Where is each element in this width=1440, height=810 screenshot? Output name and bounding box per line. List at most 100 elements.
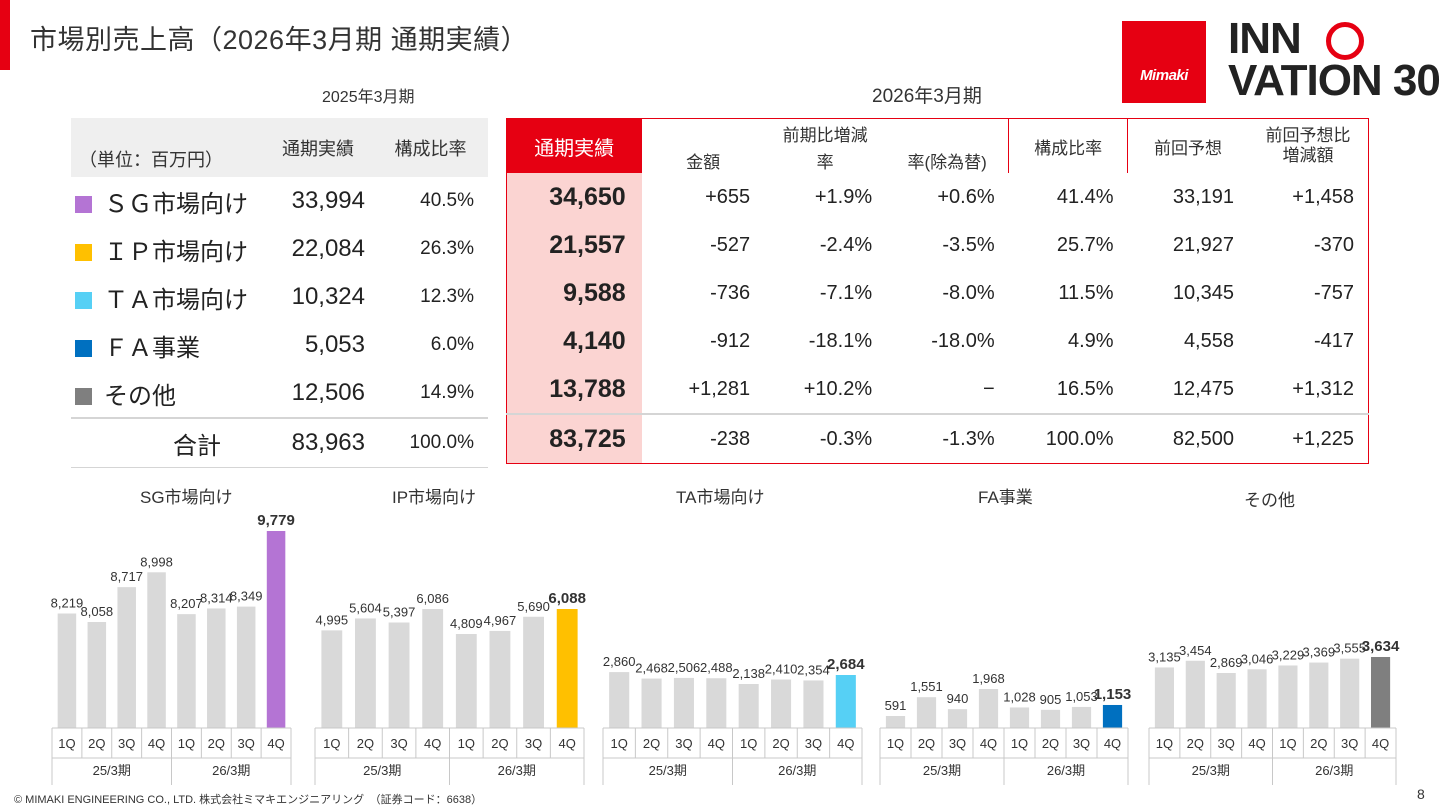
- data-label: 940: [947, 691, 969, 706]
- tick-label: 3Q: [805, 736, 822, 751]
- table-row: 9,588 -736 -7.1% -8.0% 11.5% 10,345 -757: [506, 269, 1369, 317]
- data-label: 3,229: [1272, 647, 1305, 662]
- data-label: 3,634: [1362, 638, 1400, 655]
- bar: [236, 606, 256, 728]
- bar: [706, 678, 727, 728]
- data-label: 4,809: [450, 616, 483, 631]
- page-title: 市場別売上高（2026年3月期 通期実績）: [30, 25, 529, 55]
- chart-title-other: その他: [1244, 491, 1295, 510]
- tick-label: 3Q: [238, 736, 255, 751]
- data-label: 8,207: [170, 596, 203, 611]
- col-ratio: 構成比率: [1008, 118, 1128, 173]
- data-label: 8,717: [110, 569, 143, 584]
- bar: [1154, 667, 1175, 728]
- col-yoy-group: 前期比増減: [641, 118, 1009, 147]
- tick-label: 1Q: [887, 736, 904, 751]
- current-year-table: 通期実績 前期比増減 構成比率 前回予想 前回予想比 増減額 金額 率 率(除為替…: [506, 118, 1369, 464]
- bar: [1340, 658, 1360, 728]
- table-row: ＴＡ市場向け 10,324 12.3%: [71, 273, 488, 321]
- data-label: 2,869: [1210, 655, 1243, 670]
- bar: [57, 613, 77, 728]
- mimaki-logo: Mimaki: [1122, 21, 1206, 103]
- tick-label: 3Q: [1218, 736, 1235, 751]
- bar: [177, 614, 196, 728]
- group-label: 25/3期: [93, 763, 131, 778]
- bar: [1009, 707, 1030, 728]
- bar: [321, 630, 343, 728]
- tick-label: 2Q: [772, 736, 789, 751]
- bar: [1278, 665, 1298, 728]
- col-actual: 通期実績: [263, 118, 373, 177]
- tick-label: 4Q: [837, 736, 854, 751]
- tick-label: 4Q: [1248, 736, 1265, 751]
- data-label: 9,779: [257, 512, 295, 529]
- legend-swatch: [75, 195, 92, 213]
- col-ratio: 構成比率: [373, 118, 488, 177]
- legend-swatch: [75, 339, 92, 357]
- data-label: 2,506: [668, 660, 701, 675]
- legend-swatch: [75, 291, 92, 309]
- bar: [1185, 660, 1205, 728]
- innovation-30-logo: INN VATION 30: [1228, 14, 1440, 105]
- col-vs-forecast: 前回予想比 増減額: [1265, 126, 1351, 165]
- table-row: その他 12,506 14.9%: [71, 369, 488, 418]
- bar: [489, 630, 511, 728]
- group-label: 26/3期: [1047, 763, 1085, 778]
- current-period-label: 2026年3月期: [872, 86, 982, 107]
- tick-label: 4Q: [559, 736, 576, 751]
- data-label: 2,354: [797, 662, 830, 677]
- data-label: 8,349: [230, 589, 263, 604]
- bar: [147, 572, 166, 728]
- copyright: © MIMAKI ENGINEERING CO., LTD. 株式会社ミマキエン…: [14, 794, 483, 806]
- tick-label: 2Q: [357, 736, 374, 751]
- bar: [947, 709, 968, 728]
- bar: [422, 609, 444, 728]
- tick-label: 4Q: [148, 736, 165, 751]
- data-label: 3,454: [1179, 643, 1212, 658]
- tick-label: 1Q: [740, 736, 757, 751]
- data-label: 5,690: [517, 599, 550, 614]
- data-label: 1,968: [972, 671, 1005, 686]
- tick-label: 3Q: [118, 736, 135, 751]
- data-label: 8,998: [140, 554, 173, 569]
- tick-label: 3Q: [525, 736, 542, 751]
- data-label: 1,053: [1065, 689, 1098, 704]
- tick-label: 4Q: [1372, 736, 1389, 751]
- tick-label: 4Q: [1104, 736, 1121, 751]
- tick-label: 3Q: [949, 736, 966, 751]
- tick-label: 4Q: [708, 736, 725, 751]
- tick-label: 1Q: [1011, 736, 1028, 751]
- chart-title-ip: IP市場向け: [392, 488, 477, 507]
- data-label: 6,086: [416, 591, 449, 606]
- tick-label: 2Q: [1187, 736, 1204, 751]
- bar: [673, 677, 694, 728]
- tick-label: 4Q: [424, 736, 441, 751]
- tick-label: 3Q: [675, 736, 692, 751]
- page-number: 8: [1417, 786, 1425, 802]
- bar: [835, 675, 856, 728]
- bar: [641, 678, 662, 728]
- tick-label: 4Q: [980, 736, 997, 751]
- tick-label: 1Q: [611, 736, 628, 751]
- bar: [87, 622, 107, 728]
- bar: [1216, 673, 1236, 728]
- data-label: 8,314: [200, 590, 233, 605]
- data-label: 3,555: [1333, 641, 1366, 656]
- tick-label: 2Q: [491, 736, 508, 751]
- col-prev-forecast: 前回予想: [1127, 118, 1248, 173]
- table-row: 21,557 -527 -2.4% -3.5% 25.7% 21,927 -37…: [506, 221, 1369, 269]
- data-label: 6,088: [548, 590, 586, 607]
- group-label: 26/3期: [498, 763, 536, 778]
- bar: [885, 716, 906, 728]
- table-row: 13,788 +1,281 +10.2% − 16.5% 12,475 +1,3…: [506, 365, 1369, 414]
- group-label: 25/3期: [1192, 763, 1230, 778]
- bar: [117, 587, 136, 728]
- data-label: 2,410: [765, 662, 798, 677]
- tick-label: 1Q: [458, 736, 475, 751]
- data-label: 4,967: [484, 613, 517, 628]
- quarterly-bar-charts: 8,219 1Q 8,058 2Q 8,717 3Q 8,998 4Q 8,207 1Q 8,314…: [51, 512, 1400, 785]
- data-label: 2,468: [635, 661, 668, 676]
- tick-label: 2Q: [88, 736, 105, 751]
- table-row: 4,140 -912 -18.1% -18.0% 4.9% 4,558 -417: [506, 317, 1369, 365]
- bar: [1370, 657, 1391, 728]
